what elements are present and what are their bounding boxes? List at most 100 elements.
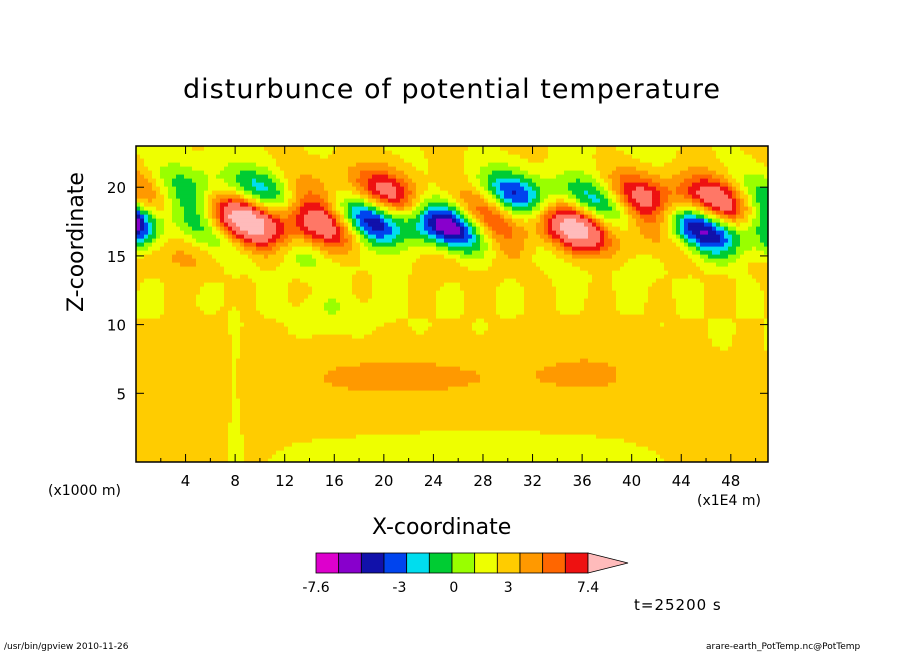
field-cell xyxy=(232,154,237,159)
field-cell xyxy=(304,378,309,383)
field-cell xyxy=(284,458,289,462)
field-cell xyxy=(216,278,221,283)
field-cell xyxy=(308,334,313,339)
field-cell xyxy=(204,314,209,319)
field-cell xyxy=(348,282,353,287)
field-cell xyxy=(252,206,257,211)
field-cell xyxy=(220,150,225,155)
field-cell xyxy=(360,322,365,327)
field-cell xyxy=(324,402,329,407)
field-cell xyxy=(248,414,253,419)
field-cell xyxy=(208,366,213,371)
field-cell xyxy=(144,398,149,403)
field-cell xyxy=(356,162,361,167)
field-cell xyxy=(212,410,217,415)
field-cell xyxy=(172,214,177,219)
field-cell xyxy=(356,210,361,215)
field-cell xyxy=(136,446,141,451)
field-cell xyxy=(244,266,249,271)
field-cell xyxy=(268,434,273,439)
field-cell xyxy=(284,438,289,443)
field-cell xyxy=(332,166,337,171)
field-cell xyxy=(224,442,229,447)
field-cell xyxy=(184,338,189,343)
field-cell xyxy=(260,418,265,423)
field-cell xyxy=(168,386,173,391)
field-cell xyxy=(232,406,237,411)
field-cell xyxy=(184,310,189,315)
field-cell xyxy=(176,306,181,311)
field-cell xyxy=(372,210,377,215)
field-cell xyxy=(252,286,257,291)
field-cell xyxy=(164,250,169,255)
field-cell xyxy=(180,418,185,423)
field-cell xyxy=(332,450,337,455)
field-cell xyxy=(268,298,273,303)
field-cell xyxy=(304,306,309,311)
field-cell xyxy=(360,174,365,179)
field-cell xyxy=(340,262,345,267)
field-cell xyxy=(232,310,237,315)
field-cell xyxy=(292,342,297,347)
field-cell xyxy=(316,198,321,203)
field-cell xyxy=(224,374,229,379)
field-cell xyxy=(368,342,373,347)
field-cell xyxy=(332,318,337,323)
field-cell xyxy=(180,330,185,335)
field-cell xyxy=(212,166,217,171)
field-cell xyxy=(344,422,349,427)
field-cell xyxy=(148,266,153,271)
field-cell xyxy=(340,294,345,299)
field-cell xyxy=(292,358,297,363)
field-cell xyxy=(216,214,221,219)
field-cell xyxy=(208,438,213,443)
field-cell xyxy=(184,418,189,423)
field-cell xyxy=(216,226,221,231)
field-cell xyxy=(200,242,205,247)
field-cell xyxy=(216,418,221,423)
field-cell xyxy=(268,450,273,455)
field-cell xyxy=(328,162,333,167)
field-cell xyxy=(252,322,257,327)
field-cell xyxy=(260,214,265,219)
field-cell xyxy=(372,362,377,367)
field-cell xyxy=(240,458,245,462)
field-cell xyxy=(296,362,301,367)
field-cell xyxy=(288,302,293,307)
field-cell xyxy=(192,410,197,415)
field-cell xyxy=(204,222,209,227)
field-cell xyxy=(160,418,165,423)
field-cell xyxy=(308,350,313,355)
field-cell xyxy=(176,158,181,163)
field-cell xyxy=(380,442,385,447)
field-cell xyxy=(284,238,289,243)
field-cell xyxy=(148,390,153,395)
field-cell xyxy=(188,394,193,399)
field-cell xyxy=(244,330,249,335)
field-cell xyxy=(340,182,345,187)
field-cell xyxy=(144,314,149,319)
field-cell xyxy=(136,334,141,339)
field-cell xyxy=(184,266,189,271)
field-cell xyxy=(148,170,153,175)
field-cell xyxy=(360,166,365,171)
field-cell xyxy=(312,146,317,151)
field-cell xyxy=(364,374,369,379)
field-cell xyxy=(200,274,205,279)
field-cell xyxy=(140,326,145,331)
field-cell xyxy=(232,250,237,255)
field-cell xyxy=(364,162,369,167)
field-cell xyxy=(320,302,325,307)
field-cell xyxy=(164,178,169,183)
field-cell xyxy=(172,190,177,195)
field-cell xyxy=(296,314,301,319)
field-cell xyxy=(260,326,265,331)
field-cell xyxy=(300,410,305,415)
field-cell xyxy=(304,422,309,427)
field-cell xyxy=(168,182,173,187)
field-cell xyxy=(148,190,153,195)
field-cell xyxy=(140,446,145,451)
field-cell xyxy=(340,446,345,451)
field-cell xyxy=(180,286,185,291)
field-cell xyxy=(244,334,249,339)
